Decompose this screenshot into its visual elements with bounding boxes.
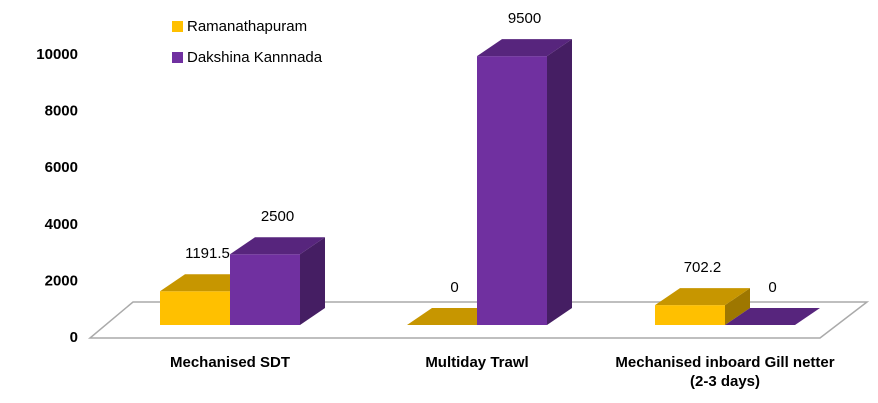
y-tick-label: 0 — [70, 329, 78, 346]
legend-swatch — [172, 52, 183, 63]
bar-face — [547, 39, 572, 326]
bar-face — [725, 308, 820, 325]
y-tick-label: 10000 — [36, 46, 78, 63]
value-label: 2500 — [261, 208, 294, 225]
y-tick-label: 2000 — [45, 272, 78, 289]
bar-face — [655, 288, 750, 306]
bar-face — [477, 56, 547, 326]
bar — [477, 39, 572, 326]
y-tick-label: 6000 — [45, 159, 78, 176]
x-tick-label: Multiday Trawl — [425, 354, 529, 371]
legend-label: Dakshina Kannnada — [187, 49, 323, 66]
y-tick-label: 8000 — [45, 103, 78, 120]
value-label: 702.2 — [684, 259, 722, 276]
bar-face — [230, 237, 325, 255]
bar-face — [300, 237, 325, 325]
bar-face — [725, 288, 750, 325]
bar-face — [655, 305, 725, 325]
bar — [655, 288, 750, 325]
value-label: 0 — [768, 279, 776, 296]
x-tick-label: Mechanised SDT — [169, 354, 291, 371]
legend-label: Ramanathapuram — [187, 18, 307, 35]
bar-face — [160, 291, 230, 325]
x-tick-label: Mechanised inboard Gill netter (2-3 days… — [615, 354, 835, 390]
y-tick-label: 4000 — [45, 216, 78, 233]
bar — [725, 308, 820, 325]
value-label: 1191.5 — [185, 245, 230, 262]
bar-face — [477, 39, 572, 57]
value-label: 0 — [450, 279, 458, 296]
value-label: 9500 — [508, 10, 541, 27]
bar-face — [230, 254, 300, 325]
bar — [230, 237, 325, 325]
floor — [87, 301, 870, 339]
legend-swatch — [172, 21, 183, 32]
